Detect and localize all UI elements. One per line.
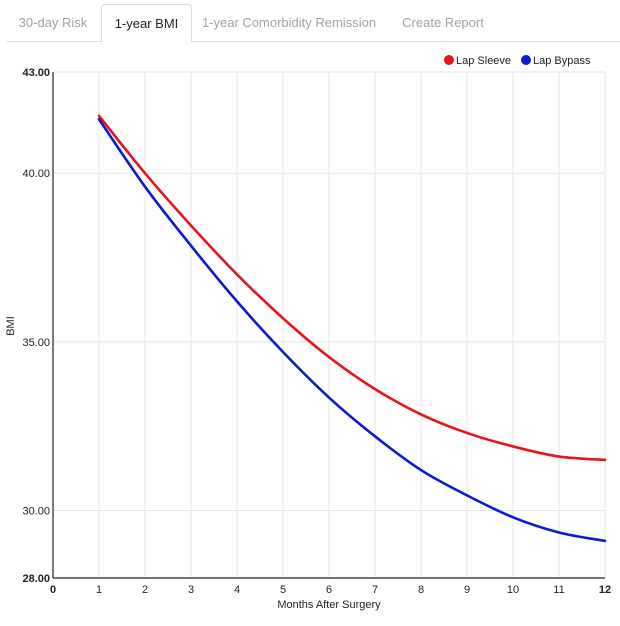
x-tick-label: 9 xyxy=(464,584,470,596)
chart-axes: 0 1 2 3 4 5 6 7 8 9 10 11 1228.0030.0035.0040.0043.0… xyxy=(22,67,611,596)
chart-series xyxy=(97,114,607,543)
tab-1-year-comorbidity-remission[interactable]: 1-year Comorbidity Remission xyxy=(201,15,377,30)
x-tick-label: 6 xyxy=(326,584,332,596)
x-axis-label: Months After Surgery xyxy=(277,599,381,611)
legend-label-lap-sleeve[interactable]: Lap Sleeve xyxy=(456,55,511,67)
x-tick-label: 1 xyxy=(96,584,102,596)
x-tick-label: 12 xyxy=(599,584,611,596)
y-tick-label: 35.00 xyxy=(22,337,50,349)
y-axis-label: BMI xyxy=(5,316,17,336)
x-tick-label: 7 xyxy=(372,584,378,596)
x-tick-label: 5 xyxy=(280,584,286,596)
x-tick-label: 3 xyxy=(188,584,194,596)
series-line-lap-bypass xyxy=(97,117,607,543)
x-tick-label: 8 xyxy=(418,584,424,596)
legend-label-lap-bypass[interactable]: Lap Bypass xyxy=(533,55,591,67)
y-tick-label: 30.00 xyxy=(22,506,50,518)
x-tick-label: 10 xyxy=(507,584,519,596)
x-tick-label: 4 xyxy=(234,584,240,596)
legend-marker-lap-sleeve[interactable] xyxy=(444,55,454,65)
legend-marker-lap-bypass[interactable] xyxy=(521,55,531,65)
chart-legend[interactable]: Lap Sleeve Lap Bypass xyxy=(444,55,591,67)
tab-1-year-bmi[interactable]: 1-year BMI xyxy=(101,4,192,43)
tab-create-report[interactable]: Create Report xyxy=(402,15,484,30)
tab-30-day-risk[interactable]: 30-day Risk xyxy=(18,15,88,30)
tab-bar: 30-day Risk 1-year BMI 1-year Comorbidit… xyxy=(6,0,620,43)
y-tick-label: 28.00 xyxy=(22,573,50,585)
chart-grid xyxy=(53,71,606,578)
x-tick-label: 11 xyxy=(553,584,564,596)
series-line-lap-sleeve xyxy=(97,114,607,462)
y-tick-label: 43.00 xyxy=(22,67,50,79)
x-tick-label: 0 xyxy=(50,584,56,596)
x-tick-label: 2 xyxy=(142,584,148,596)
y-tick-label: 40.00 xyxy=(22,168,50,180)
